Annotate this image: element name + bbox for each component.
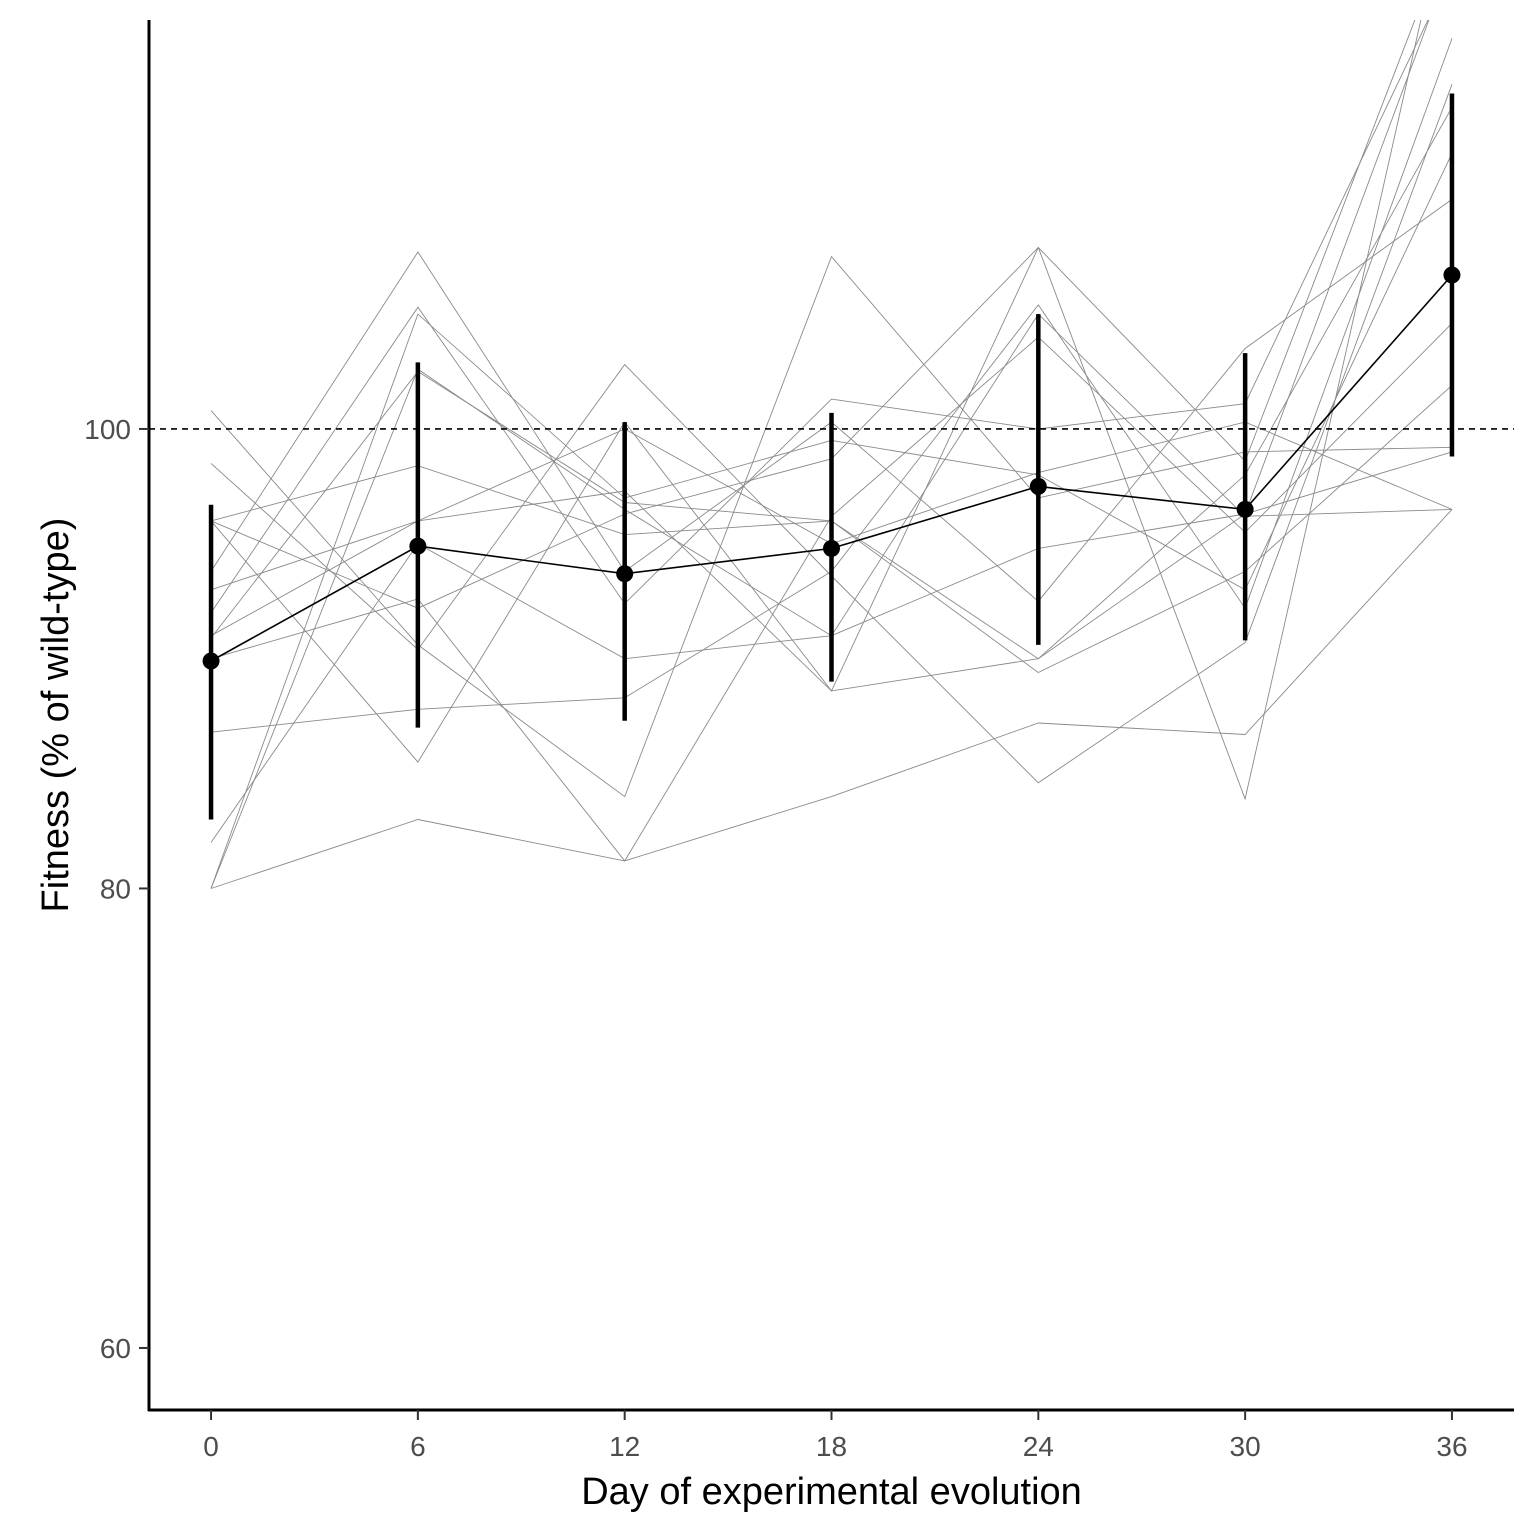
mean-point-day-12 [616,565,634,583]
y-tick-label-60: 60 [100,1333,131,1364]
mean-point-day-0 [202,652,220,670]
x-axis-title: Day of experimental evolution [581,1471,1082,1513]
x-tick-label-24: 24 [1023,1431,1054,1462]
x-tick-label-36: 36 [1436,1431,1467,1462]
x-tick-label-0: 0 [203,1431,219,1462]
y-tick-label-80: 80 [100,873,131,904]
mean-points [202,266,1461,670]
tick-labels: 0 6 12 18 24 30 36 60 80 100 [84,414,1467,1462]
y-tick-label-100: 100 [84,414,131,445]
x-tick-label-6: 6 [410,1431,426,1462]
x-tick-label-30: 30 [1230,1431,1261,1462]
replicate-line-1 [210,509,1453,889]
x-tick-label-12: 12 [609,1431,640,1462]
mean-point-day-18 [823,539,840,557]
y-axis-title: Fitness (% of wild-type) [35,518,77,913]
error-bars [208,93,1455,820]
mean-point-day-6 [409,537,427,555]
axes [147,20,1514,1412]
mean-point-day-36 [1443,266,1461,284]
x-tick-label-18: 18 [816,1431,847,1462]
mean-point-day-30 [1236,500,1254,518]
tick-marks [139,427,1453,1420]
mean-point-day-24 [1029,477,1047,495]
